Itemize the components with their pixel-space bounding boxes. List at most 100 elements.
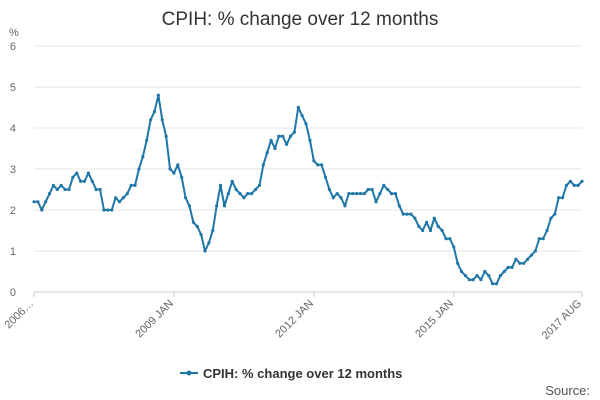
y-tick-label: 4 (10, 123, 16, 135)
y-tick-label: 3 (10, 164, 16, 176)
data-point (576, 183, 580, 187)
data-point (366, 187, 370, 192)
data-point (207, 241, 211, 245)
data-point (335, 192, 339, 196)
data-point (230, 179, 234, 183)
data-point (187, 204, 192, 208)
data-point (257, 183, 262, 187)
data-point (401, 212, 405, 216)
data-point (234, 187, 238, 192)
data-point (440, 228, 444, 233)
legend-item-cpih[interactable]: CPIH: % change over 12 months (203, 366, 402, 381)
y-tick-label: 2 (10, 205, 16, 217)
data-point (494, 282, 499, 286)
data-point (79, 179, 83, 183)
data-point (242, 196, 246, 200)
source-label: Source: (545, 383, 590, 398)
data-point (479, 278, 483, 282)
data-point (90, 179, 94, 183)
x-axis-ticks: 2006… 2009 JAN 2012 JAN 2015 JAN 2017 AUG (3, 292, 584, 342)
data-point (323, 175, 328, 179)
data-point (572, 183, 576, 187)
data-point (67, 187, 71, 192)
data-point (145, 138, 149, 142)
data-point (498, 274, 502, 278)
data-point (277, 134, 281, 138)
data-point (183, 196, 188, 200)
data-point (560, 196, 565, 200)
data-point (308, 138, 312, 142)
data-point (487, 274, 491, 278)
data-point (281, 134, 285, 138)
data-point (320, 163, 324, 167)
data-point (222, 204, 227, 208)
data-point (510, 265, 514, 269)
data-point (106, 208, 110, 212)
data-point (215, 204, 219, 208)
data-point (471, 278, 475, 282)
data-point (580, 179, 584, 183)
data-point (261, 163, 265, 167)
data-point (529, 253, 534, 257)
data-point (378, 192, 382, 196)
data-point (160, 118, 164, 122)
data-point (327, 187, 331, 192)
y-tick-label: 0 (10, 287, 16, 299)
data-point (203, 249, 207, 253)
data-point (121, 196, 125, 200)
data-point (358, 192, 363, 196)
data-point (553, 212, 557, 216)
legend[interactable]: CPIH: % change over 12 months (180, 366, 402, 381)
data-point (514, 257, 518, 261)
data-point (393, 192, 398, 196)
data-point (545, 228, 549, 233)
data-point (424, 220, 429, 224)
data-point (564, 183, 569, 187)
data-point (273, 146, 277, 151)
data-point (448, 237, 452, 241)
data-point (152, 110, 157, 114)
data-point (343, 204, 347, 208)
data-point (522, 261, 526, 265)
data-point (304, 122, 308, 126)
x-tick-label: 2012 JAN (273, 298, 316, 341)
data-point (102, 208, 106, 212)
data-point (374, 200, 378, 204)
data-point (172, 171, 176, 175)
data-point (133, 183, 137, 187)
legend-swatch-marker (186, 370, 192, 376)
data-point (292, 130, 296, 134)
data-point (421, 228, 425, 233)
y-tick-label: 6 (10, 41, 16, 53)
data-point (331, 196, 335, 200)
data-point (428, 228, 433, 233)
data-point (129, 183, 133, 187)
data-point (300, 114, 304, 118)
y-tick-label: 5 (10, 82, 16, 94)
series-line-cpih (34, 94, 583, 285)
data-point (149, 118, 153, 122)
data-point (436, 224, 440, 228)
data-point (137, 167, 141, 171)
data-point (195, 224, 199, 228)
data-point (86, 171, 91, 175)
data-point (44, 200, 48, 204)
data-point (226, 192, 230, 196)
data-point (218, 183, 223, 187)
data-point (417, 224, 421, 228)
data-point (164, 134, 168, 138)
data-point (253, 187, 258, 192)
data-point (238, 192, 242, 196)
data-point (141, 155, 145, 159)
data-point (557, 196, 561, 200)
data-point (63, 187, 67, 192)
y-axis-unit-label: % (9, 27, 19, 39)
data-point (518, 261, 522, 265)
data-point (409, 212, 413, 216)
x-tick-label: 2009 JAN (133, 298, 176, 341)
data-point (117, 200, 122, 204)
x-tick-label: 2017 AUG (540, 298, 584, 342)
data-point (389, 192, 394, 196)
data-point (347, 192, 351, 196)
